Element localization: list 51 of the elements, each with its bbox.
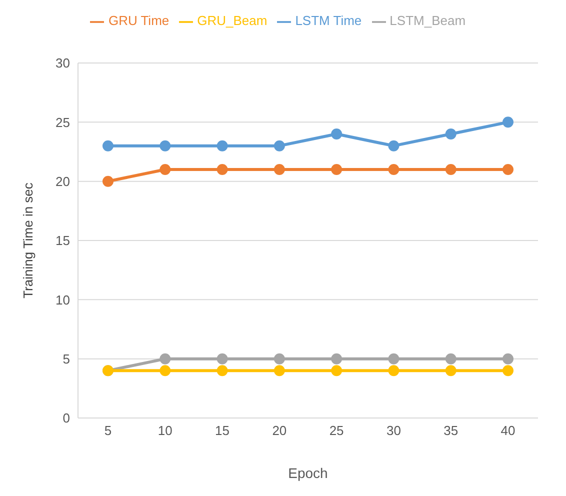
point	[388, 353, 400, 364]
point	[388, 365, 400, 376]
point	[216, 365, 228, 376]
legend-label: GRU Time	[108, 13, 170, 28]
point	[102, 176, 114, 187]
y-axis-title: Training Time in sec	[20, 182, 36, 298]
point	[445, 128, 456, 140]
point	[502, 116, 514, 128]
point	[160, 140, 171, 152]
point	[331, 365, 342, 376]
y-tick-label: 10	[56, 292, 70, 308]
x-tick-label: 30	[386, 423, 401, 438]
point	[331, 353, 342, 364]
point	[388, 140, 400, 152]
y-tick-label: 5	[62, 351, 70, 366]
point	[160, 353, 171, 364]
legend-label: LSTM Time	[295, 13, 362, 28]
x-tick-label: 35	[444, 423, 458, 438]
point	[216, 164, 228, 175]
x-tick-label: 5	[104, 423, 112, 438]
point	[102, 140, 114, 152]
point	[331, 128, 342, 140]
point	[216, 353, 228, 364]
point	[502, 365, 514, 376]
point	[216, 140, 228, 152]
point	[160, 365, 171, 376]
point	[445, 353, 456, 364]
point	[274, 353, 285, 364]
point	[274, 164, 285, 175]
point	[388, 164, 400, 175]
y-tick-label: 0	[62, 410, 70, 426]
legend-label: GRU_Beam	[197, 13, 268, 28]
point	[160, 164, 171, 175]
point	[445, 365, 456, 376]
y-tick-label: 25	[56, 114, 70, 130]
x-tick-label: 15	[215, 423, 230, 438]
y-tick-label: 30	[56, 56, 70, 71]
x-tick-label: 20	[272, 423, 287, 438]
point	[274, 365, 285, 376]
x-tick-label: 10	[158, 423, 172, 438]
y-tick-label: 20	[56, 174, 70, 189]
x-tick-label: 40	[500, 423, 516, 438]
point	[445, 164, 456, 175]
legend-label: LSTM_Beam	[390, 13, 466, 28]
point	[274, 140, 285, 152]
point	[502, 353, 514, 364]
x-tick-label: 25	[329, 423, 344, 438]
point	[502, 164, 514, 175]
x-axis-title: Epoch	[288, 465, 328, 481]
y-tick-label: 15	[56, 233, 70, 248]
point	[331, 164, 342, 175]
